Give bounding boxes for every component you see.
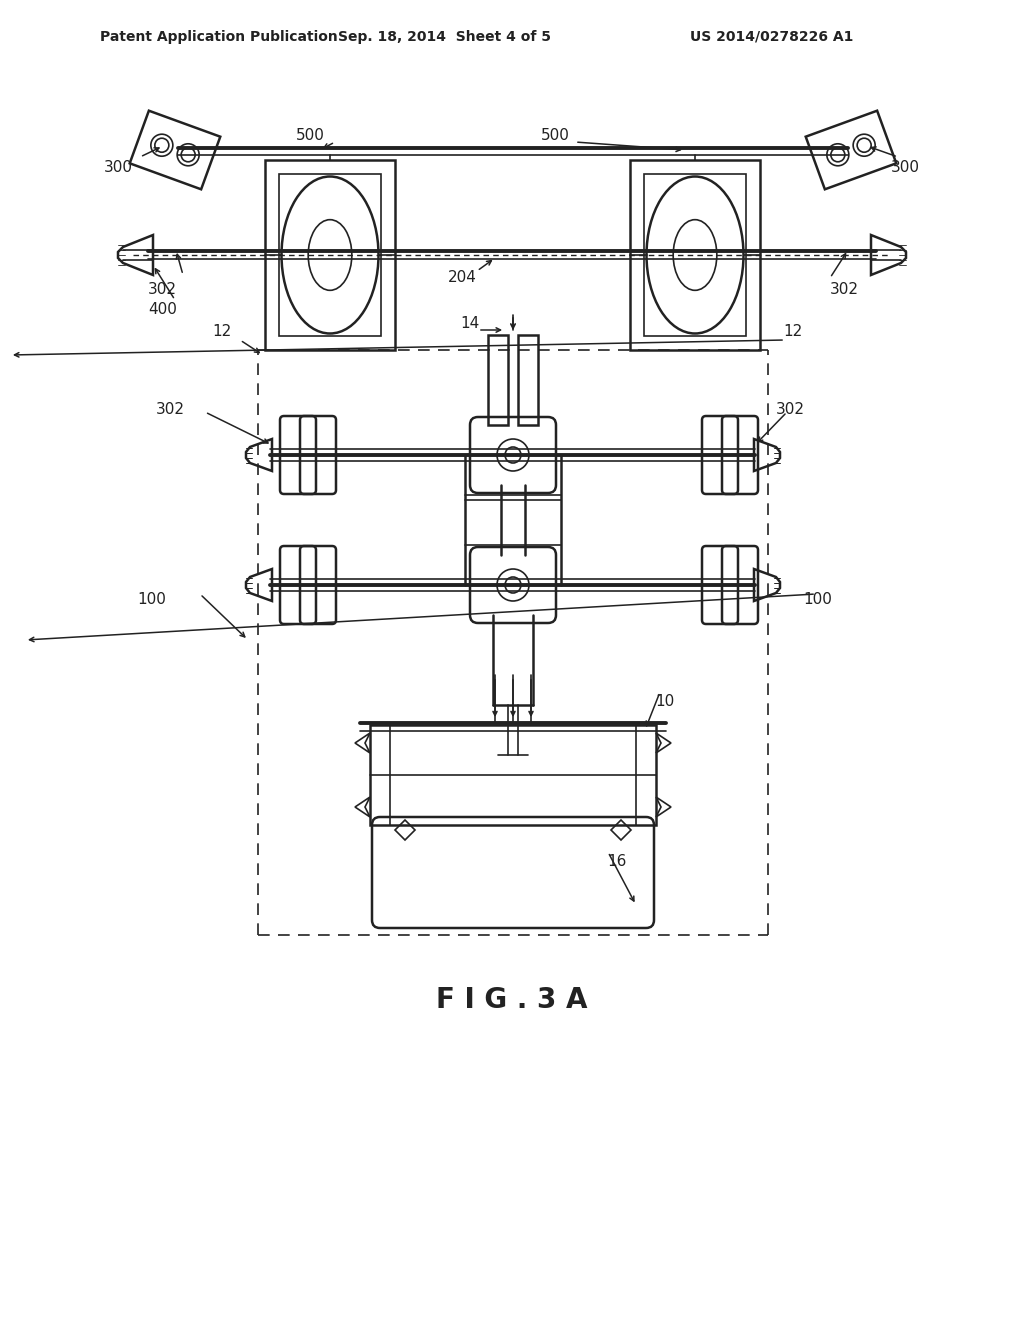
Bar: [644, 174, 746, 337]
Text: 302: 302: [156, 403, 184, 417]
Bar: [370, 725, 656, 825]
Text: 10: 10: [655, 694, 675, 710]
Text: Patent Application Publication: Patent Application Publication: [100, 30, 338, 44]
Bar: [488, 335, 508, 425]
Text: 204: 204: [447, 271, 476, 285]
Text: 500: 500: [296, 128, 325, 143]
Text: Sep. 18, 2014  Sheet 4 of 5: Sep. 18, 2014 Sheet 4 of 5: [339, 30, 552, 44]
Text: 302: 302: [775, 403, 805, 417]
Text: 12: 12: [212, 325, 231, 339]
Text: 14: 14: [461, 315, 479, 330]
Bar: [630, 160, 760, 350]
Text: 12: 12: [783, 325, 803, 339]
Bar: [265, 160, 395, 350]
Text: F I G . 3 A: F I G . 3 A: [436, 986, 588, 1014]
Text: 400: 400: [148, 302, 177, 318]
Bar: [279, 174, 381, 337]
Text: US 2014/0278226 A1: US 2014/0278226 A1: [690, 30, 853, 44]
Text: 302: 302: [830, 282, 859, 297]
Text: 100: 100: [804, 593, 833, 607]
Bar: [518, 335, 538, 425]
Text: 100: 100: [137, 593, 167, 607]
Text: 302: 302: [148, 282, 177, 297]
Text: 300: 300: [103, 160, 132, 174]
Text: 16: 16: [607, 854, 627, 870]
Text: 300: 300: [891, 160, 920, 174]
Text: 500: 500: [541, 128, 569, 143]
